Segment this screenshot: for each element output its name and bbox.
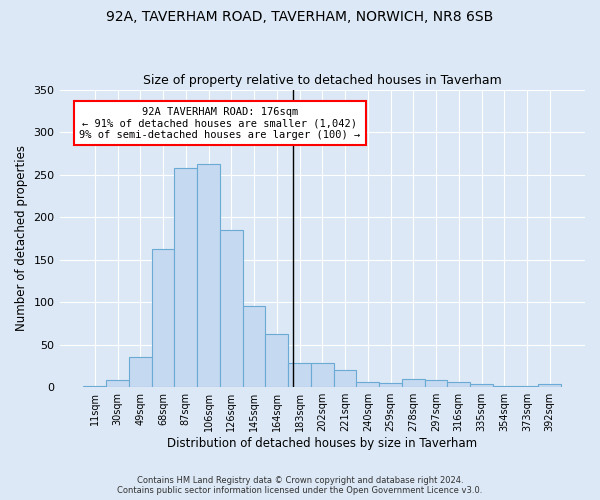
Bar [288,362,311,387]
Bar [106,380,129,387]
X-axis label: Distribution of detached houses by size in Taverham: Distribution of detached houses by size … [167,437,478,450]
Bar [538,384,561,387]
Bar [425,380,448,387]
Bar [265,334,288,387]
Bar [470,384,493,387]
Y-axis label: Number of detached properties: Number of detached properties [15,146,28,332]
Bar [197,164,220,387]
Bar [448,382,470,387]
Bar [356,382,379,387]
Bar [311,364,334,387]
Bar [175,168,197,387]
Text: 92A, TAVERHAM ROAD, TAVERHAM, NORWICH, NR8 6SB: 92A, TAVERHAM ROAD, TAVERHAM, NORWICH, N… [106,10,494,24]
Title: Size of property relative to detached houses in Taverham: Size of property relative to detached ho… [143,74,502,87]
Text: 92A TAVERHAM ROAD: 176sqm
← 91% of detached houses are smaller (1,042)
9% of sem: 92A TAVERHAM ROAD: 176sqm ← 91% of detac… [79,106,361,140]
Bar [493,386,515,387]
Text: Contains HM Land Registry data © Crown copyright and database right 2024.
Contai: Contains HM Land Registry data © Crown c… [118,476,482,495]
Bar [334,370,356,387]
Bar [379,383,402,387]
Bar [402,378,425,387]
Bar [220,230,242,387]
Bar [515,386,538,387]
Bar [242,306,265,387]
Bar [83,386,106,387]
Bar [129,358,152,387]
Bar [152,250,175,387]
